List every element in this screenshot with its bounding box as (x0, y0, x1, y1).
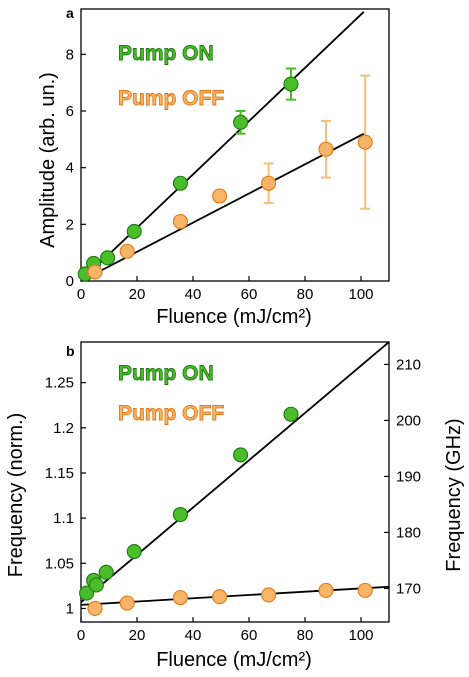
x-tick-label: 80 (297, 627, 314, 644)
y2-tick-label: 180 (396, 524, 421, 541)
data-point-pump-on (233, 114, 249, 130)
y-tick-label: 0 (66, 273, 74, 290)
x-tick-label: 20 (129, 286, 146, 303)
data-point-pump-on (88, 577, 104, 593)
plot-frame (80, 341, 390, 623)
y-tick-label: 1.25 (45, 375, 74, 392)
y2-tick-label: 210 (396, 356, 421, 373)
data-point-pump-off (318, 582, 334, 598)
data-point-pump-off (172, 590, 188, 606)
y2-tick-label: 190 (396, 468, 421, 485)
y2-tick-label: 200 (396, 412, 421, 429)
x-tick-label: 0 (77, 627, 85, 644)
y-tick-label: 1.15 (45, 465, 74, 482)
data-point-pump-on (172, 506, 188, 523)
x-tick-label: 60 (241, 286, 258, 303)
y-tick-label: 4 (66, 160, 74, 177)
data-point-pump-off (357, 582, 373, 598)
data-point-pump-off (212, 589, 228, 605)
data-point-pump-on (283, 406, 299, 422)
data-point-pump-off (87, 600, 103, 617)
data-point-pump-off (119, 243, 135, 259)
x-tick-label: 80 (297, 286, 314, 303)
data-point-pump-off (87, 264, 103, 280)
data-point-pump-on (126, 223, 142, 239)
y-tick-label: 6 (66, 103, 74, 120)
data-point-pump-off (119, 595, 135, 611)
data-point-pump-on (100, 250, 116, 266)
legend-pump-off-label: Pump OFF (118, 402, 224, 425)
y-axis-label: Amplitude (arb. un.) (37, 72, 59, 248)
data-point-pump-on (233, 447, 249, 463)
panel-a: a Pump ON Pump OFF Fluence (mJ/cm²) Ampl… (37, 5, 390, 328)
x-tick-label: 100 (348, 627, 373, 644)
y-tick-label: 1 (66, 600, 74, 617)
data-point-pump-off (357, 134, 373, 150)
y2-axis-label: Frequency (GHz) (443, 418, 465, 571)
x-tick-label: 100 (348, 286, 373, 303)
panel-a-label: a (66, 5, 74, 21)
y-tick-label: 1.1 (53, 510, 74, 527)
data-point-pump-on (79, 585, 95, 601)
data-point-pump-on (126, 543, 142, 560)
x-axis-label: Fluence (mJ/cm²) (156, 306, 312, 328)
x-tick-label: 60 (241, 627, 258, 644)
data-point-pump-off (172, 213, 188, 230)
y-tick-label: 8 (66, 46, 74, 63)
data-point-pump-off (261, 587, 277, 603)
fit-line-pump-on (80, 11, 365, 282)
data-point-pump-off (212, 188, 228, 204)
data-point-pump-on (172, 175, 188, 191)
legend-pump-off-label: Pump OFF (118, 87, 224, 110)
data-point-pump-on (283, 76, 299, 92)
plot-frame (80, 8, 390, 282)
data-point-pump-on (98, 564, 114, 580)
y-axis-label: Frequency (norm.) (5, 413, 27, 578)
x-tick-label: 0 (77, 286, 85, 303)
data-point-pump-off (318, 141, 334, 157)
x-tick-label: 40 (185, 627, 202, 644)
legend-pump-on-label: Pump ON (118, 362, 214, 385)
fit-line-pump-off (80, 132, 365, 282)
y2-tick-label: 170 (396, 580, 421, 597)
x-tick-label: 40 (185, 286, 202, 303)
y-tick-label: 1.05 (45, 555, 74, 572)
x-tick-label: 20 (129, 627, 146, 644)
data-point-pump-off (261, 175, 277, 191)
legend-pump-on-label: Pump ON (118, 42, 214, 65)
panel-b: b Pump ON Pump OFF Fluence (mJ/cm²) Freq… (5, 341, 465, 671)
panel-b-label: b (66, 343, 75, 359)
y-tick-label: 1.2 (53, 420, 74, 437)
x-axis-label: Fluence (mJ/cm²) (156, 649, 312, 671)
y-tick-label: 2 (66, 216, 74, 233)
